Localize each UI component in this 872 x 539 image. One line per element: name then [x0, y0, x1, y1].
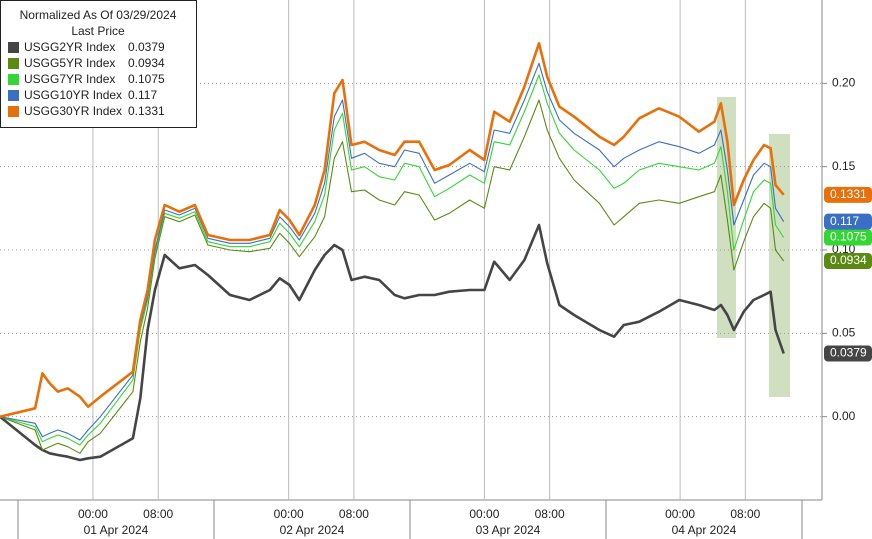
value-tag: [824, 229, 872, 246]
date-label: 01 Apr 2024: [84, 523, 149, 537]
y-tick-label: 0.15: [832, 159, 856, 173]
x-tick-label: 00:00: [665, 507, 695, 521]
legend: Normalized As Of 03/29/2024 Last Price U…: [0, 0, 197, 128]
grid: 0.00 0.05 0.10 0.15 0.20 00:00 08:00 00:00 08:00…: [0, 0, 856, 537]
legend-label: USGG7YR Index: [24, 72, 115, 86]
x-tick-label: 08:00: [730, 507, 760, 521]
legend-label: USGG30YR Index: [24, 104, 122, 118]
value-tag-label: 0.0934: [830, 253, 867, 267]
series-line: [0, 223, 785, 462]
legend-box: [0, 0, 197, 128]
legend-value: 0.0379: [128, 40, 165, 54]
lines: [0, 42, 785, 462]
legend-title: Normalized As Of 03/29/2024: [20, 8, 177, 22]
x-tick-label: 00:00: [469, 507, 499, 521]
legend-swatch: [8, 42, 19, 53]
legend-label: USGG10YR Index: [24, 88, 122, 102]
x-tick-label: 08:00: [339, 507, 369, 521]
value-tags: 0.0379 0.0934 0.1075 0.117 0.1331: [824, 186, 872, 362]
highlight-region: [769, 134, 790, 397]
value-tag-label: 0.0379: [830, 346, 867, 360]
value-tag-label: 0.117: [830, 214, 859, 228]
day-separators: [17, 500, 803, 539]
legend-value: 0.1075: [128, 72, 165, 86]
legend-swatch: [8, 58, 19, 69]
y-tick-label: 0.10: [832, 242, 856, 256]
x-tick-label: 08:00: [535, 507, 565, 521]
series-line: [0, 74, 785, 446]
date-label: 04 Apr 2024: [672, 523, 737, 537]
value-tag: [824, 253, 872, 269]
legend-value: 0.0934: [128, 56, 165, 70]
legend-swatch: [8, 90, 19, 101]
value-tag: [824, 213, 872, 230]
x-tick-label: 00:00: [78, 507, 108, 521]
legend-subtitle: Last Price: [71, 24, 125, 38]
value-tag-label: 0.1075: [830, 230, 867, 244]
legend-label: USGG5YR Index: [24, 56, 115, 70]
value-tag-label: 0.1331: [830, 187, 867, 201]
y-tick-label: 0.20: [832, 76, 856, 90]
legend-value: 0.117: [128, 88, 157, 102]
legend-label: USGG2YR Index: [24, 40, 115, 54]
series-line: [0, 99, 785, 454]
y-tick-label: 0.00: [832, 409, 856, 423]
x-tick-label: 08:00: [143, 507, 173, 521]
value-tag: [824, 345, 872, 362]
x-tick-label: 00:00: [274, 507, 304, 521]
legend-value: 0.1331: [128, 104, 165, 118]
legend-swatch: [8, 106, 19, 117]
date-label: 02 Apr 2024: [280, 523, 345, 537]
date-label: 03 Apr 2024: [476, 523, 541, 537]
value-tag: [824, 186, 872, 203]
legend-swatch: [8, 74, 19, 85]
series-line: [0, 42, 785, 418]
y-tick-label: 0.05: [832, 326, 856, 340]
